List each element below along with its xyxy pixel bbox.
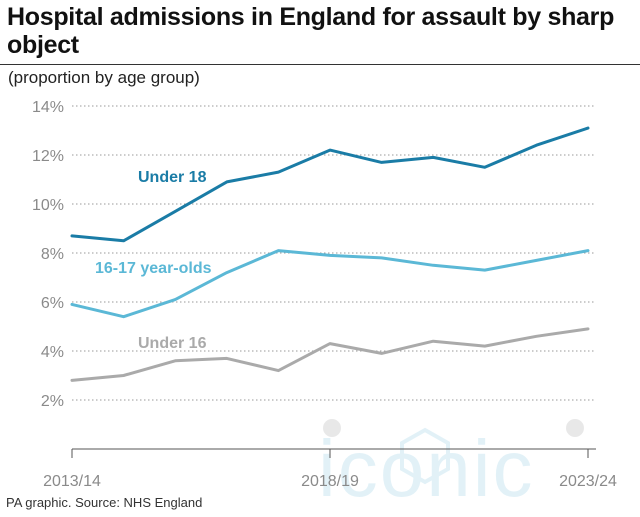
series-line-16-17-year-olds xyxy=(70,249,590,319)
source-note: PA graphic. Source: NHS England xyxy=(6,495,203,510)
series-line-under-16 xyxy=(70,327,590,382)
watermark-text: iconic xyxy=(318,424,535,513)
x-tick-label: 2023/24 xyxy=(559,473,617,490)
x-tick-label: 2018/19 xyxy=(301,473,359,490)
y-axis-labels: 2% 4% 6% 8% 10% 12% 14% xyxy=(32,99,64,410)
x-tick-label: 2013/14 xyxy=(43,473,101,490)
series-labels: Under 18 16-17 year-olds Under 16 xyxy=(95,169,212,352)
chart-title: Hospital admissions in England for assau… xyxy=(7,3,615,59)
y-tick-label: 6% xyxy=(41,295,64,312)
y-tick-label: 4% xyxy=(41,344,64,361)
series-line-under-18 xyxy=(70,126,590,243)
y-tick-label: 2% xyxy=(41,393,64,410)
y-tick-label: 10% xyxy=(32,197,64,214)
series-label-under-16: Under 16 xyxy=(138,335,207,352)
watermark-hexagon xyxy=(400,427,450,485)
title-divider xyxy=(0,64,640,65)
series-lines xyxy=(70,126,590,382)
series-label-under-18: Under 18 xyxy=(138,169,207,186)
watermark-dot-left xyxy=(323,419,341,437)
grid-lines xyxy=(72,105,596,401)
watermark-dot-right xyxy=(566,419,584,437)
y-tick-label: 12% xyxy=(32,148,64,165)
watermark-logo: iconic xyxy=(318,419,584,513)
x-axis: 2013/14 2018/19 2023/24 xyxy=(43,448,617,490)
y-tick-label: 14% xyxy=(32,99,64,116)
series-label-16-17-year-olds: 16-17 year-olds xyxy=(95,260,212,277)
y-tick-label: 8% xyxy=(41,246,64,263)
chart-subtitle: (proportion by age group) xyxy=(8,68,200,87)
